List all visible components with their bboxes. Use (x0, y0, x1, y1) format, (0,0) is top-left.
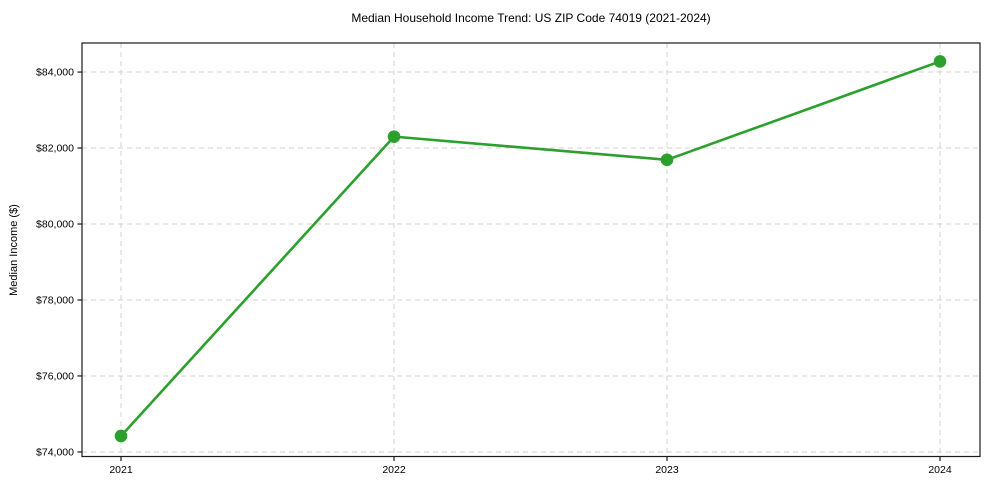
data-point-marker (660, 153, 674, 167)
x-tick-label: 2021 (109, 464, 133, 476)
y-tick-label: $84,000 (36, 67, 74, 79)
y-tick-label: $82,000 (36, 143, 74, 155)
x-tick-label: 2022 (382, 464, 406, 476)
income-line (119, 60, 942, 438)
data-point-marker (387, 130, 401, 143)
y-tick-label: $74,000 (36, 447, 74, 459)
y-tick-label: $78,000 (36, 295, 74, 307)
chart-title: Median Household Income Trend: US ZIP Co… (351, 11, 711, 25)
x-tick-label: 2023 (655, 464, 679, 476)
y-tick-label: $76,000 (36, 371, 74, 383)
data-point-marker (114, 429, 128, 443)
data-point-marker (933, 55, 947, 68)
plot-background (82, 43, 980, 457)
axes-spines (81, 42, 981, 458)
y-tick-label: $80,000 (36, 219, 74, 231)
x-tick-label: 2024 (928, 464, 952, 476)
